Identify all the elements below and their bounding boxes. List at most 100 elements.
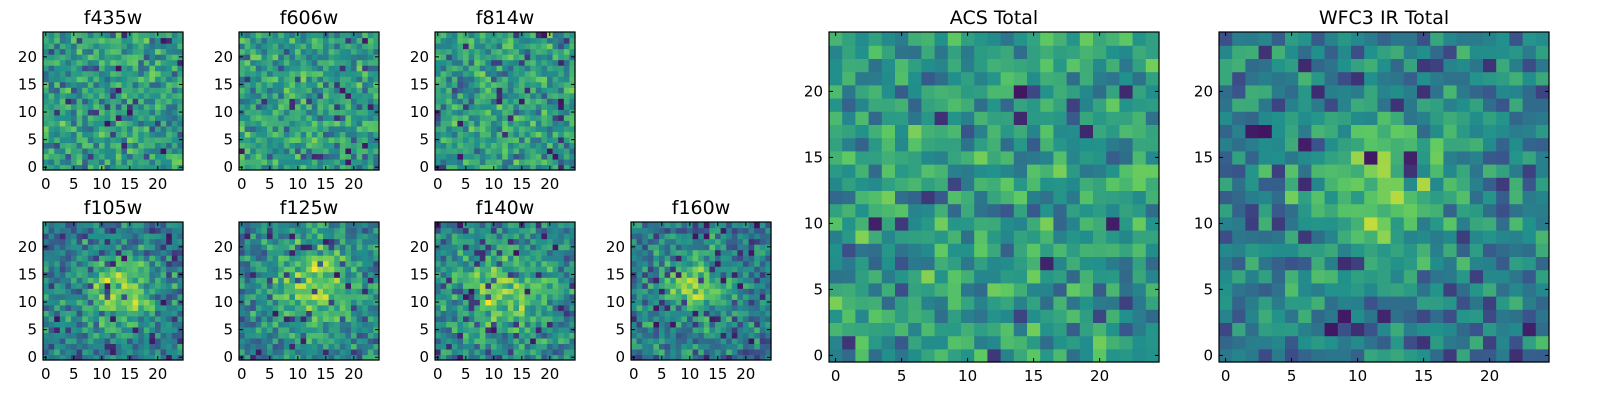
heatmap-cell bbox=[143, 98, 150, 105]
heatmap-cell bbox=[868, 296, 883, 310]
heatmap-cell bbox=[99, 321, 106, 328]
heatmap-cell bbox=[563, 304, 570, 311]
heatmap-cell bbox=[502, 227, 509, 234]
heatmap-cell bbox=[43, 87, 50, 94]
heatmap-cell bbox=[485, 282, 492, 289]
heatmap-cell bbox=[306, 266, 313, 273]
heatmap-cell bbox=[569, 332, 576, 339]
heatmap-cell bbox=[855, 150, 870, 165]
heatmap-cell bbox=[457, 32, 464, 39]
heatmap-cell bbox=[132, 142, 139, 149]
heatmap-cell bbox=[737, 277, 744, 284]
heatmap-cell bbox=[306, 315, 313, 322]
heatmap-cell bbox=[502, 321, 509, 328]
heatmap-cell bbox=[166, 109, 173, 116]
heatmap-cell bbox=[87, 260, 94, 267]
heatmap-cell bbox=[104, 293, 111, 300]
heatmap-cell bbox=[659, 321, 666, 328]
heatmap-cell bbox=[496, 92, 503, 99]
heatmap-cell bbox=[104, 54, 111, 61]
heatmap-cell bbox=[132, 59, 139, 66]
heatmap-cell bbox=[367, 65, 374, 72]
heatmap-cell bbox=[1093, 335, 1107, 350]
heatmap-cell bbox=[362, 120, 369, 127]
heatmap-cell bbox=[71, 103, 78, 110]
heatmap-cell bbox=[121, 59, 128, 66]
heatmap-cell bbox=[681, 260, 688, 267]
heatmap-cell bbox=[759, 238, 766, 245]
heatmap-cell bbox=[65, 98, 72, 105]
heatmap-cell bbox=[541, 277, 548, 284]
heatmap-cell bbox=[457, 288, 464, 295]
heatmap-cell bbox=[311, 222, 318, 229]
heatmap-cell bbox=[362, 76, 369, 83]
heatmap-cell bbox=[54, 37, 61, 44]
heatmap-cell bbox=[868, 282, 883, 297]
heatmap-cell bbox=[356, 98, 363, 105]
heatmap-cell bbox=[160, 76, 167, 83]
heatmap-cell bbox=[435, 260, 442, 267]
heatmap-cell bbox=[155, 142, 162, 149]
heatmap-cell bbox=[440, 222, 447, 229]
heatmap-cell bbox=[155, 299, 162, 306]
heatmap-cell bbox=[115, 249, 122, 256]
x-tick-label: 10 bbox=[92, 365, 111, 383]
heatmap-cell bbox=[541, 87, 548, 94]
heatmap-cell bbox=[306, 326, 313, 333]
heatmap-cell bbox=[1145, 203, 1160, 218]
heatmap-cell bbox=[244, 76, 251, 83]
heatmap-cell bbox=[71, 238, 78, 245]
heatmap-cell bbox=[82, 147, 89, 155]
heatmap-cell bbox=[311, 92, 318, 99]
heatmap-cell bbox=[334, 293, 341, 300]
heatmap-cell bbox=[155, 114, 162, 121]
heatmap-cell bbox=[569, 304, 576, 311]
heatmap-cell bbox=[127, 120, 134, 127]
heatmap-cell bbox=[496, 271, 503, 278]
heatmap-cell bbox=[855, 203, 870, 218]
heatmap-cell bbox=[502, 142, 509, 149]
heatmap-cell bbox=[138, 164, 145, 171]
heatmap-cell bbox=[54, 315, 61, 322]
heatmap-cell bbox=[491, 147, 498, 155]
heatmap-cell bbox=[535, 142, 542, 149]
heatmap-cell bbox=[255, 293, 262, 300]
heatmap-cell bbox=[43, 233, 50, 240]
heatmap-cell bbox=[267, 142, 274, 149]
heatmap-cell bbox=[547, 348, 554, 356]
heatmap-cell bbox=[908, 243, 922, 257]
heatmap-cell bbox=[502, 233, 509, 240]
heatmap-cell bbox=[339, 114, 346, 121]
heatmap-cell bbox=[530, 299, 537, 306]
heatmap-cell bbox=[687, 233, 694, 240]
heatmap-cell bbox=[345, 153, 352, 160]
heatmap-cell bbox=[160, 293, 167, 300]
heatmap-cell bbox=[535, 131, 542, 138]
heatmap-cell bbox=[166, 249, 173, 256]
heatmap-cell bbox=[132, 227, 139, 234]
heatmap-cell bbox=[855, 322, 870, 337]
heatmap-cell bbox=[558, 299, 565, 306]
heatmap-cell bbox=[675, 348, 682, 356]
heatmap-cell bbox=[1053, 256, 1068, 271]
heatmap-cell bbox=[250, 304, 257, 311]
heatmap-cell bbox=[283, 43, 290, 50]
x-tick-label: 5 bbox=[265, 365, 275, 383]
heatmap-cell bbox=[524, 131, 531, 138]
heatmap-cell bbox=[552, 98, 559, 105]
heatmap-cell bbox=[715, 293, 722, 300]
heatmap-cell bbox=[558, 153, 565, 160]
heatmap-cell bbox=[323, 81, 330, 88]
heatmap-cell bbox=[82, 54, 89, 61]
heatmap-cell bbox=[1132, 216, 1147, 231]
heatmap-cell bbox=[468, 282, 475, 289]
heatmap-cell bbox=[311, 271, 318, 278]
heatmap-cell bbox=[647, 343, 654, 350]
heatmap-cell bbox=[250, 114, 257, 121]
heatmap-cell bbox=[71, 92, 78, 99]
heatmap-cell bbox=[239, 332, 246, 339]
heatmap-cell bbox=[1119, 190, 1134, 205]
heatmap-cell bbox=[670, 288, 677, 295]
heatmap-cell bbox=[759, 299, 766, 306]
heatmap-cell bbox=[339, 103, 346, 110]
